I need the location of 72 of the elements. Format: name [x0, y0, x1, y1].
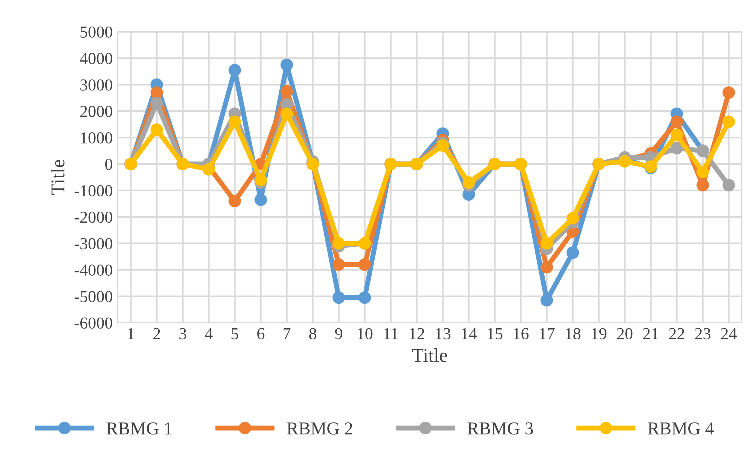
- point: [280, 58, 294, 72]
- x-tick-label: 9: [335, 328, 342, 340]
- point: [150, 124, 164, 136]
- point: [670, 116, 684, 128]
- y-tick-label: 2000: [80, 106, 113, 118]
- y-tick-label: -6000: [74, 318, 113, 329]
- point: [540, 237, 554, 250]
- x-tick-label: 5: [232, 328, 239, 340]
- x-tick-label: 21: [643, 328, 658, 340]
- legend-label: RBMG 1: [106, 422, 172, 435]
- point: [228, 116, 242, 128]
- point: [332, 292, 346, 304]
- y-tick-label: 1000: [81, 132, 113, 144]
- x-tick-label: 2: [154, 328, 160, 340]
- point: [566, 212, 580, 225]
- point: [696, 166, 710, 178]
- point: [670, 142, 684, 155]
- x-tick-label: 3: [180, 328, 187, 340]
- x-tick-label: 8: [309, 328, 317, 340]
- y-tick-label: 0: [105, 158, 113, 170]
- x-tick-label: 7: [284, 328, 291, 340]
- y-tick-label: 4000: [80, 53, 113, 64]
- point: [358, 258, 372, 272]
- point: [670, 128, 684, 142]
- point: [540, 294, 554, 307]
- x-tick-label: 16: [514, 328, 529, 340]
- x-tick-label: 14: [462, 328, 478, 340]
- x-tick-label: 13: [436, 328, 451, 340]
- x-tick-label: 24: [721, 328, 738, 340]
- point: [202, 163, 216, 176]
- legend-label: RBMG 2: [287, 422, 352, 435]
- point: [436, 140, 450, 152]
- legend-label: RBMG 3: [468, 422, 534, 435]
- point: [722, 116, 736, 128]
- point: [696, 179, 710, 192]
- x-tick-label: 23: [695, 328, 711, 340]
- x-tick-label: 10: [358, 328, 373, 340]
- y-tick-label: -2000: [74, 212, 113, 224]
- y-tick-label: -1000: [74, 185, 113, 197]
- x-tick-label: 15: [488, 328, 503, 340]
- point: [228, 195, 242, 208]
- point: [540, 261, 554, 274]
- point: [722, 86, 736, 100]
- point: [566, 246, 580, 260]
- x-tick-label: 6: [258, 328, 265, 340]
- x-tick-label: 22: [669, 328, 684, 340]
- x-tick-label: 4: [205, 328, 213, 340]
- point: [358, 292, 372, 304]
- x-tick-label: 1: [128, 328, 134, 340]
- y-tick-label: -5000: [74, 291, 113, 302]
- x-tick-label: 12: [410, 328, 424, 340]
- point: [722, 179, 736, 192]
- y-tick-label: 5000: [80, 26, 113, 38]
- y-axis-title: Title: [51, 160, 65, 196]
- x-tick-label: 18: [566, 328, 581, 340]
- y-tick-label: 3000: [80, 80, 113, 91]
- x-tick-label: 17: [540, 328, 555, 340]
- legend-label: RBMG 4: [648, 422, 714, 435]
- x-tick-label: 19: [592, 328, 607, 340]
- x-tick-label: 11: [384, 328, 398, 340]
- x-axis-title: Title: [412, 348, 448, 362]
- point: [228, 64, 242, 77]
- point: [254, 194, 268, 206]
- y-tick-label: -4000: [74, 264, 113, 276]
- point: [332, 258, 346, 272]
- point: [254, 174, 268, 186]
- point: [280, 108, 294, 120]
- x-tick-label: 20: [617, 328, 633, 340]
- point: [280, 85, 294, 98]
- point: [462, 176, 476, 190]
- point: [332, 237, 346, 250]
- y-tick-label: -3000: [74, 238, 113, 250]
